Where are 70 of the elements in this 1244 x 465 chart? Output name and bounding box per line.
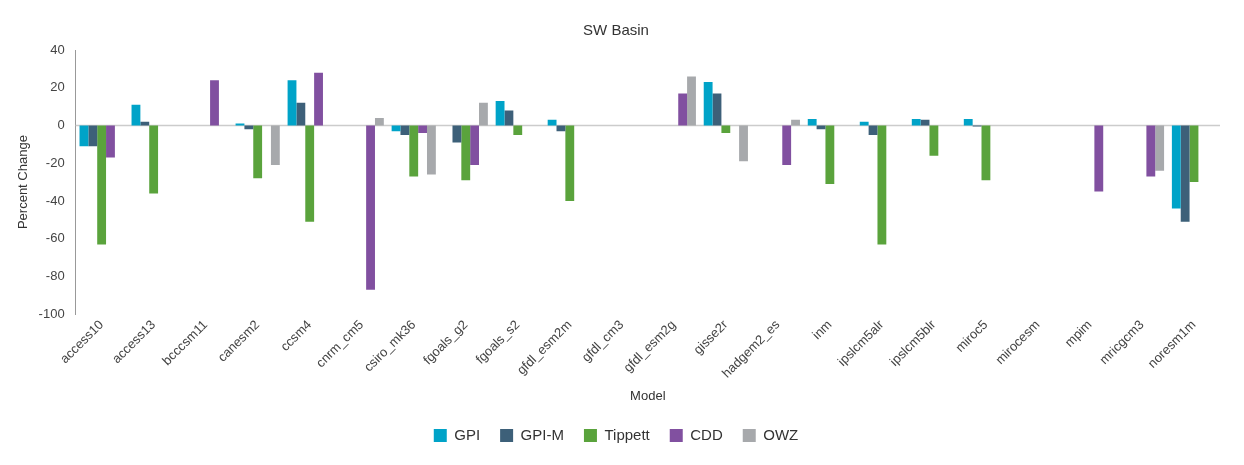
bar	[287, 80, 297, 126]
bar	[400, 125, 410, 135]
bar	[470, 125, 480, 166]
bar	[782, 125, 792, 166]
bar	[504, 110, 514, 126]
bar	[79, 125, 89, 147]
chart-title: SW Basin	[583, 21, 649, 39]
bar	[791, 119, 800, 126]
y-tick-label: -40	[45, 192, 65, 208]
bar	[712, 93, 722, 126]
legend-label: Tippett	[604, 425, 651, 443]
bar	[721, 125, 731, 134]
legend-label: CDD	[690, 425, 723, 443]
y-tick-label: -20	[45, 154, 65, 170]
legend-label: GPI-M	[520, 425, 564, 443]
y-axis-title: Percent Change	[15, 135, 31, 230]
bar	[678, 93, 688, 126]
bar	[687, 76, 696, 126]
bar	[270, 125, 280, 166]
bar	[981, 125, 991, 181]
bar	[1180, 125, 1190, 222]
bar	[97, 125, 107, 245]
bar	[739, 125, 748, 162]
bar	[825, 125, 835, 184]
y-tick-label: -80	[45, 268, 65, 284]
bar	[816, 125, 826, 130]
bar	[565, 125, 575, 201]
legend-label: OWZ	[763, 425, 799, 443]
bar	[391, 125, 401, 132]
bar	[479, 102, 488, 126]
bar	[547, 119, 557, 126]
bar	[963, 118, 973, 126]
bar	[877, 125, 887, 245]
bar	[452, 125, 462, 143]
y-tick-label: 0	[57, 117, 65, 133]
y-tick-label: 20	[50, 79, 65, 95]
bar	[314, 72, 323, 126]
bar	[106, 125, 115, 158]
x-axis-title: Model	[630, 387, 666, 403]
bar	[868, 125, 878, 135]
bar	[305, 125, 315, 222]
bar	[929, 125, 939, 156]
bar	[1155, 125, 1165, 171]
bar	[513, 125, 523, 135]
bar	[418, 125, 427, 134]
bar	[253, 125, 263, 179]
bar	[149, 125, 159, 194]
bar	[1094, 125, 1104, 192]
bar	[1171, 125, 1181, 209]
bar	[1146, 125, 1156, 177]
y-tick-label: -60	[45, 230, 65, 246]
bar	[495, 100, 505, 126]
bar	[461, 125, 471, 181]
bar	[427, 125, 436, 175]
y-tick-label: 40	[50, 41, 65, 57]
y-tick-label: -100	[38, 305, 65, 321]
legend-label: GPI	[454, 425, 481, 443]
bar	[911, 118, 921, 126]
bar	[556, 125, 566, 132]
x-tick-label: inm	[809, 316, 835, 343]
bar	[409, 125, 419, 177]
bar	[296, 102, 306, 126]
bar	[703, 82, 713, 126]
bar	[807, 118, 817, 126]
bar	[366, 125, 375, 290]
bar	[210, 80, 219, 126]
bar	[88, 125, 98, 147]
bar	[374, 117, 384, 126]
bar	[244, 125, 254, 130]
bar	[1189, 125, 1199, 183]
